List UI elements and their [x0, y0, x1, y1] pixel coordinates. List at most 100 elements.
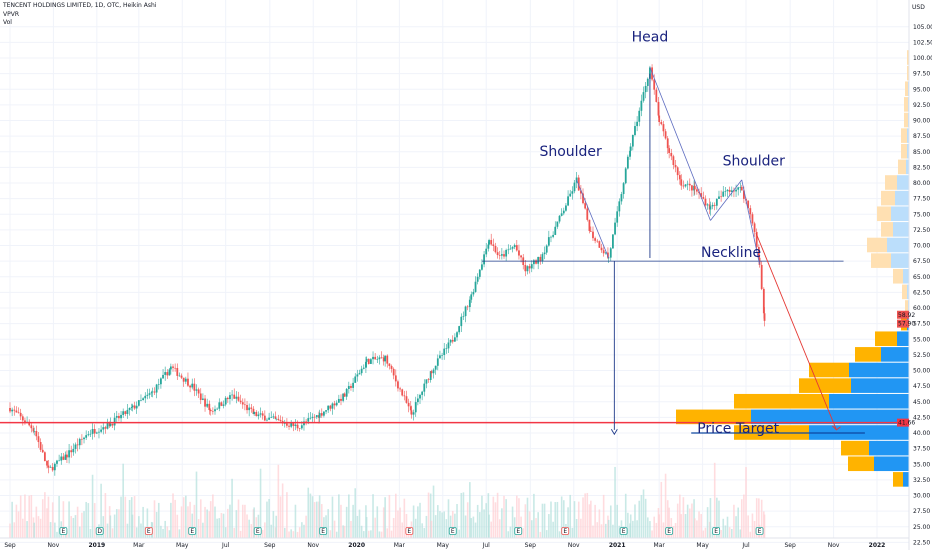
- candle: [176, 363, 179, 380]
- candle-body: [150, 392, 153, 394]
- x-tick-label: Mar: [654, 542, 666, 549]
- volume-bar: [216, 518, 218, 538]
- candle: [130, 403, 133, 411]
- earnings-marker[interactable]: E: [144, 527, 153, 536]
- candle-body: [386, 355, 389, 364]
- candle-body: [133, 405, 136, 409]
- volume-bar: [35, 506, 38, 538]
- earnings-marker[interactable]: E: [755, 527, 764, 536]
- candle: [122, 408, 125, 418]
- indicator-vol[interactable]: Vol: [3, 19, 12, 26]
- candle-body: [329, 405, 332, 409]
- volume-bar: [354, 488, 357, 538]
- candle: [376, 355, 379, 364]
- candle: [401, 388, 404, 397]
- earnings-marker[interactable]: E: [712, 527, 721, 536]
- volume-bar: [466, 502, 469, 538]
- candle-body: [614, 222, 616, 235]
- earnings-marker[interactable]: E: [405, 527, 414, 536]
- volume-bar: [185, 495, 187, 538]
- earnings-marker[interactable]: E: [619, 527, 628, 536]
- vp-row-down: [734, 393, 829, 409]
- volume-bar: [649, 521, 651, 538]
- x-tick-label: Mar: [394, 542, 406, 549]
- earnings-marker[interactable]: E: [59, 527, 68, 536]
- volume-bar: [303, 524, 305, 538]
- candle: [180, 373, 183, 379]
- volume-bar: [672, 525, 675, 538]
- volume-bar: [481, 495, 483, 538]
- candle-body: [518, 250, 520, 256]
- candle-body: [362, 367, 365, 369]
- candle-body: [239, 400, 242, 403]
- volume-bar: [87, 503, 90, 538]
- volume-bar: [195, 471, 198, 538]
- earnings-marker[interactable]: E: [561, 527, 570, 536]
- pattern-line: [741, 179, 760, 265]
- candle: [470, 291, 473, 303]
- candle: [17, 407, 20, 414]
- candle-body: [466, 306, 469, 308]
- y-tick-label: 97.50: [913, 71, 930, 78]
- volume-bar: [235, 510, 238, 538]
- candle-body: [60, 456, 63, 461]
- candle: [206, 398, 209, 408]
- candle: [737, 186, 740, 196]
- candle-body: [456, 332, 458, 338]
- earnings-marker[interactable]: E: [319, 527, 328, 536]
- volume-bar: [524, 504, 527, 538]
- candle: [666, 136, 669, 154]
- vp-row-down: [898, 159, 906, 175]
- earnings-marker[interactable]: E: [253, 527, 262, 536]
- volume-bar: [530, 520, 533, 538]
- candle: [95, 431, 98, 434]
- candle-body: [760, 264, 763, 289]
- candle: [106, 418, 109, 430]
- candle-body: [419, 394, 421, 399]
- volume-bar: [405, 513, 408, 538]
- candle-body: [146, 394, 149, 396]
- candle: [246, 401, 248, 414]
- volume-bar: [509, 526, 512, 538]
- annotation-neckline: Neckline: [701, 245, 761, 261]
- volume-bar: [680, 514, 683, 538]
- candle-body: [545, 245, 548, 253]
- volume-bar: [340, 504, 342, 538]
- volume-bar: [607, 519, 610, 538]
- candle: [113, 412, 116, 431]
- volume-bar: [378, 531, 381, 538]
- candle-body: [253, 411, 256, 415]
- symbol-title[interactable]: TENCENT HOLDINGS LIMITED, 1D, OTC, Heiki…: [3, 2, 157, 9]
- earnings-marker[interactable]: E: [448, 527, 457, 536]
- candle-body: [739, 186, 742, 188]
- candle-body: [636, 121, 639, 127]
- volume-bar: [329, 530, 332, 538]
- candle: [693, 181, 696, 195]
- candle-body: [313, 416, 316, 418]
- y-tick-label: 85.00: [913, 149, 930, 156]
- x-tick-label: May: [696, 542, 709, 549]
- candle-body: [333, 403, 336, 406]
- volume-bar: [588, 504, 591, 538]
- candle: [226, 396, 229, 403]
- indicator-vpvr[interactable]: VPVR: [3, 11, 19, 18]
- earnings-marker[interactable]: E: [665, 527, 674, 536]
- earnings-marker[interactable]: E: [514, 527, 523, 536]
- volume-bar: [307, 487, 310, 538]
- volume-bar: [674, 523, 677, 538]
- candle-body: [51, 466, 54, 471]
- volume-bar: [153, 500, 156, 538]
- candle: [432, 368, 435, 379]
- earnings-marker[interactable]: D: [95, 527, 104, 536]
- earnings-marker[interactable]: E: [188, 527, 197, 536]
- candle-body: [216, 408, 219, 410]
- volume-bar: [598, 509, 601, 538]
- vp-row-down: [799, 378, 851, 393]
- candle-body: [556, 221, 559, 227]
- candle-body: [168, 369, 171, 376]
- candle: [257, 411, 260, 420]
- candle: [78, 437, 81, 450]
